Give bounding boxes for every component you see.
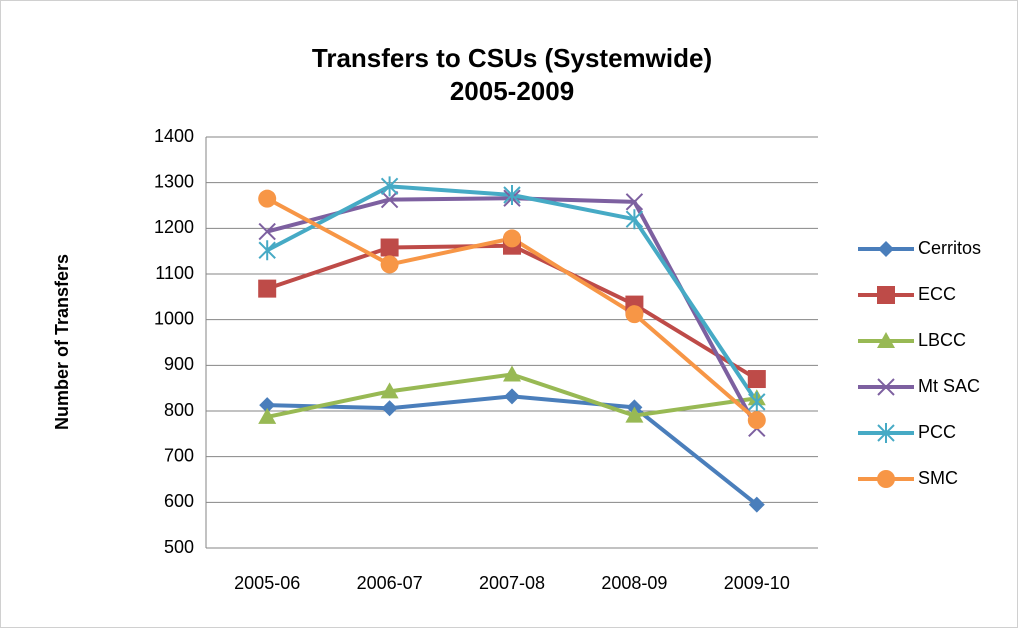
point (748, 391, 766, 412)
point (258, 240, 276, 261)
point (380, 238, 399, 257)
y-tick-label: 600 (164, 491, 194, 511)
point (258, 189, 277, 208)
point (380, 382, 399, 399)
point (625, 209, 644, 230)
y-tick-label: 500 (164, 537, 194, 557)
legend-marker (877, 332, 895, 348)
point (258, 222, 276, 241)
legend-marker (877, 423, 895, 443)
y-tick-label: 1000 (154, 308, 194, 328)
point (625, 193, 644, 211)
x-tick-label: 2006-07 (357, 573, 423, 593)
legend-marker (877, 470, 895, 488)
point (258, 407, 277, 424)
y-tick-label: 1200 (154, 217, 194, 237)
y-tick-label: 800 (164, 400, 194, 420)
legend-label: SMC (918, 468, 958, 488)
x-tick-label: 2008-09 (601, 573, 667, 593)
legend-label: Cerritos (918, 238, 981, 258)
point (747, 370, 766, 389)
chart-subtitle: 2005-2009 (450, 76, 574, 106)
legend-label: Mt SAC (918, 376, 980, 396)
legend-marker (878, 241, 894, 257)
legend-label: ECC (918, 284, 956, 304)
point (258, 279, 277, 298)
point (259, 397, 276, 414)
y-tick-label: 900 (164, 354, 194, 374)
point (748, 496, 765, 513)
legend-marker (877, 378, 895, 396)
point (625, 406, 644, 423)
point (381, 400, 398, 417)
legend-label: PCC (918, 422, 956, 442)
chart-title: Transfers to CSUs (Systemwide) (312, 43, 712, 73)
legend-label: LBCC (918, 330, 966, 350)
y-tick-label: 1100 (155, 263, 194, 283)
y-axis-label: Number of Transfers (52, 254, 72, 430)
point (503, 184, 521, 205)
point (625, 305, 644, 324)
point (380, 176, 399, 197)
point (380, 190, 399, 209)
x-tick-label: 2005-06 (234, 573, 300, 593)
y-tick-label: 1300 (154, 171, 194, 191)
y-tick-label: 700 (164, 445, 194, 465)
x-tick-label: 2009-10 (724, 573, 790, 593)
point (747, 411, 766, 430)
y-tick-label: 1400 (154, 126, 194, 146)
point (503, 229, 521, 248)
legend-marker (877, 286, 895, 304)
point (380, 255, 399, 274)
x-tick-label: 2007-08 (479, 573, 545, 593)
point (503, 365, 521, 382)
point (504, 388, 520, 405)
